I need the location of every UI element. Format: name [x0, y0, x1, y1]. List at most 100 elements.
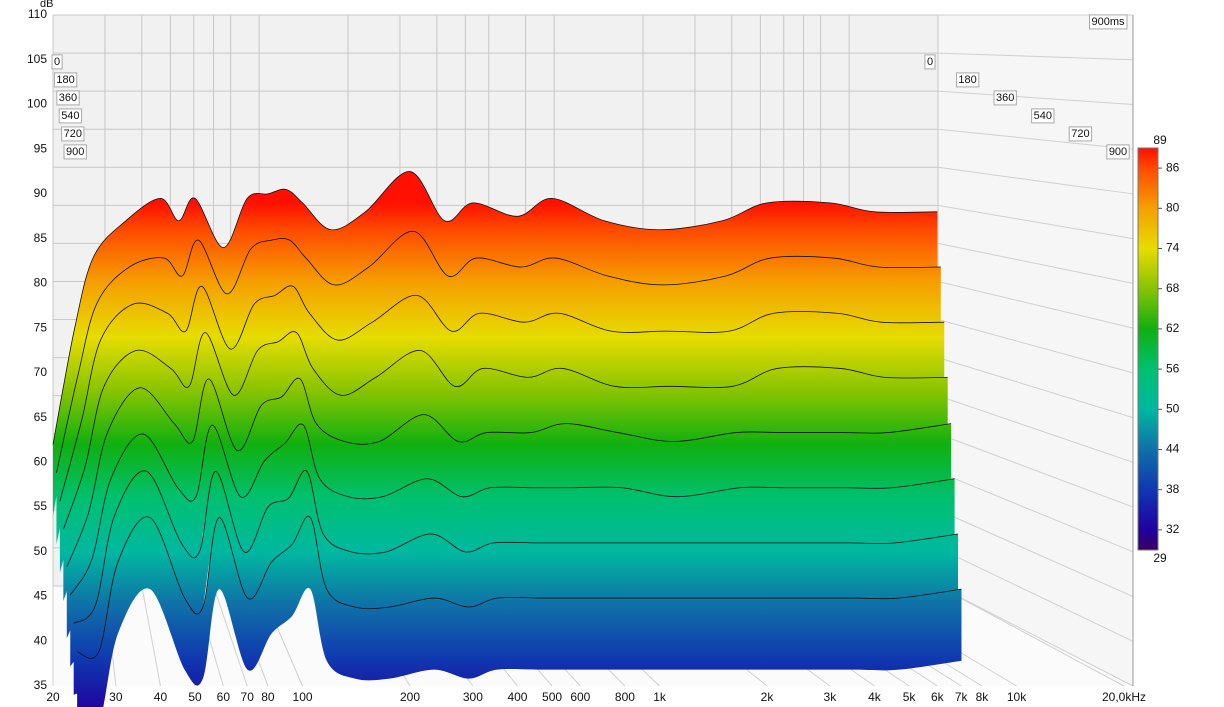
colorbar-tick-label: 32: [1166, 522, 1180, 536]
x-tick-label: 300: [463, 690, 483, 704]
slice-line: [62, 331, 948, 530]
y-tick-label: 95: [34, 141, 48, 155]
y-tick-label: 55: [34, 499, 48, 513]
x-tick-label: 70: [241, 690, 255, 704]
grid-line: [937, 357, 1134, 419]
time-tick-label: 900: [1109, 146, 1127, 158]
x-tick-label: 100: [293, 690, 313, 704]
label-box: [53, 72, 78, 88]
x-tick-label: 50: [188, 690, 202, 704]
x-tick-label: 8k: [976, 690, 990, 704]
grid-line: [937, 547, 1134, 642]
y-tick-label: 105: [27, 52, 47, 66]
y-tick-label: 110: [28, 7, 47, 21]
time-label: 900ms: [1091, 16, 1125, 28]
label-box: [993, 90, 1017, 106]
grid-line: [937, 471, 1134, 553]
y-tick-label: 35: [34, 678, 48, 692]
slice-fill: [73, 470, 959, 695]
x-tick-label: 4k: [868, 690, 882, 704]
colorbar-max-label: 89: [1153, 133, 1167, 147]
slice-line: [56, 230, 941, 473]
time-tick-label: 180: [56, 74, 74, 86]
label-box: [61, 126, 85, 142]
label-box: [58, 108, 83, 124]
label-box: [924, 54, 936, 70]
grid-line: [937, 128, 1134, 150]
x-tick-label: 600: [570, 690, 590, 704]
label-box: [56, 90, 80, 106]
x-tick-label: 7k: [955, 690, 969, 704]
x-tick-label: 80: [261, 690, 275, 704]
colorbar-tick-label: 56: [1166, 361, 1180, 375]
colorbar-tick-label: 68: [1166, 281, 1180, 295]
grid-line: [937, 90, 1134, 105]
labels: 35 40 45 50 55 60 65 70 75 80 85 90 95 100 105 110 20 30 4…: [27, 7, 1146, 704]
x-tick-label: 400: [507, 690, 527, 704]
x-tick-label: 5k: [903, 690, 917, 704]
x-tick-label: 30: [109, 690, 123, 704]
label-box: [1031, 108, 1055, 124]
slice-line: [52, 171, 938, 445]
grid-line: [937, 280, 1134, 329]
x-tick-label: 2k: [761, 690, 775, 704]
grid-line: [937, 52, 1134, 61]
slice-line: [73, 470, 959, 624]
time-tick-label: 540: [61, 110, 79, 122]
grid-line: [937, 585, 1125, 687]
time-tick-label: 180: [958, 74, 976, 86]
y-tick-label: 85: [34, 231, 48, 245]
colorbar-tick-label: 44: [1166, 442, 1180, 456]
time-tick-label: 0: [927, 56, 933, 68]
y-tick-label: 40: [34, 633, 48, 647]
label-box: [63, 144, 87, 160]
surface: [52, 171, 962, 707]
grid-line: [213, 585, 248, 687]
label-box: [1068, 126, 1093, 142]
time-tick-label: 360: [59, 92, 77, 104]
grid-line: [937, 509, 1134, 597]
grid-line: [937, 319, 1134, 374]
time-tick-label: 0: [54, 56, 60, 68]
slice-line: [59, 285, 945, 502]
grid-line: [937, 166, 1134, 195]
y-tick-label: 50: [34, 544, 48, 558]
colorbar-tick-label: 74: [1166, 241, 1180, 255]
grid-line: [937, 204, 1134, 240]
x-tick-label: 60: [217, 690, 231, 704]
slice-line: [66, 377, 952, 567]
time-tick-label: 360: [996, 92, 1014, 104]
y-tick-label: 100: [27, 97, 47, 111]
x-tick-label: 6k: [931, 690, 945, 704]
colorbar-tick-label: 50: [1166, 401, 1180, 415]
x-tick-label: 3k: [824, 690, 838, 704]
label-box: [51, 54, 63, 70]
grid-line: [937, 585, 1134, 687]
slice-fill: [77, 516, 962, 707]
side-wall: [938, 15, 1133, 686]
colorbar-tick-label: 62: [1166, 321, 1180, 335]
y-tick-label: 75: [34, 320, 48, 334]
x-tick-label: 40: [154, 690, 168, 704]
y-tick-label: 80: [34, 276, 48, 290]
x-tick-label: 20,0kHz: [1102, 690, 1146, 704]
time-tick-label: 540: [1034, 110, 1052, 122]
x-tick-label: 800: [615, 690, 635, 704]
grid-line: [141, 585, 161, 687]
time-tick-label: 720: [1071, 128, 1089, 140]
colorbar-tick-label: 86: [1166, 160, 1180, 174]
label-box: [1088, 14, 1128, 30]
time-tick-label: 720: [64, 128, 82, 140]
x-tick-label: 200: [400, 690, 420, 704]
x-tick-label: 20: [46, 690, 60, 704]
grid-line: [937, 395, 1134, 463]
y-tick-label: 70: [34, 365, 48, 379]
y-tick-label: 90: [34, 186, 48, 200]
y-tick-label: 60: [34, 455, 48, 469]
x-tick-label: 10k: [1007, 690, 1027, 704]
y-tick-label: 65: [34, 410, 48, 424]
time-tick-label: 900: [66, 146, 84, 158]
x-tick-label: 1k: [653, 690, 667, 704]
slice-line: [77, 515, 962, 659]
colorbar: [1137, 147, 1159, 551]
